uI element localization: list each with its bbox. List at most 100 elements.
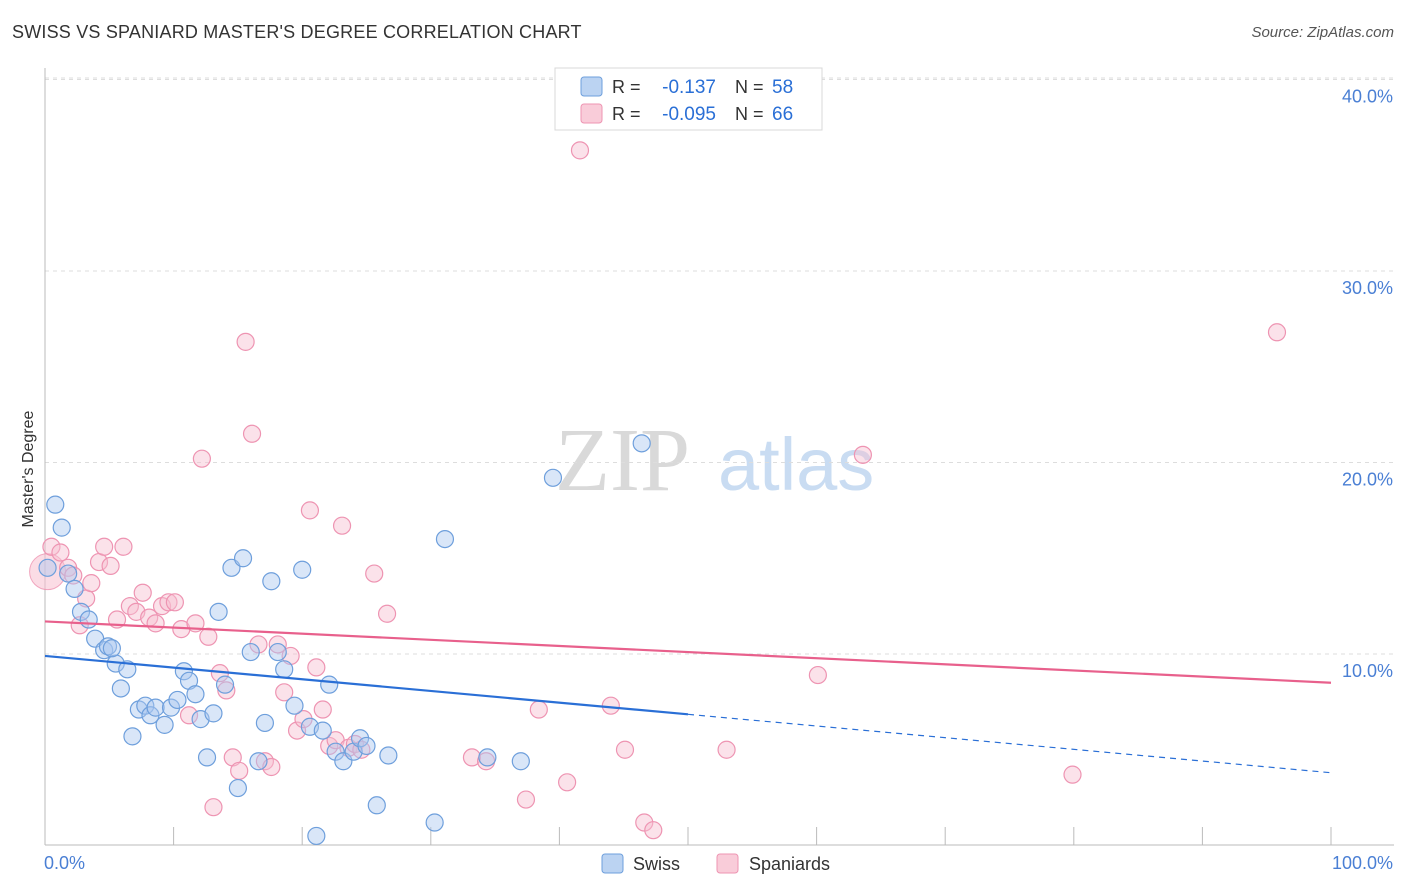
watermark-atlas: atlas — [718, 423, 874, 506]
swiss-point — [357, 736, 376, 756]
spaniards-point — [558, 773, 577, 792]
spaniards-point — [1063, 765, 1082, 784]
spaniards-point — [199, 627, 218, 646]
swiss-trend-line — [44, 654, 689, 716]
swiss-point — [38, 558, 57, 577]
swiss-point — [255, 713, 275, 733]
spaniards-point — [133, 583, 152, 602]
y-tick-label: 30.0% — [1342, 278, 1393, 298]
y-tick-label: 20.0% — [1342, 470, 1393, 490]
swiss-point — [186, 685, 205, 704]
legend-swatch-spaniards — [580, 103, 603, 124]
legend-r-value: -0.137 — [662, 77, 716, 98]
spaniards-trend-line — [44, 620, 1332, 684]
spaniards-point — [313, 700, 332, 719]
swiss-point — [543, 468, 563, 487]
swiss-point — [632, 434, 651, 453]
legend-label-spaniards: Spaniards — [749, 854, 830, 874]
swiss-point — [425, 813, 444, 832]
swiss-point — [313, 721, 332, 740]
spaniards-point — [42, 537, 61, 556]
spaniards-point — [204, 798, 223, 817]
swiss-point — [118, 660, 137, 679]
spaniards-point — [516, 790, 536, 809]
legend-r-label: R = — [612, 104, 641, 124]
swiss-point — [215, 675, 235, 694]
legend-n-value: 66 — [772, 104, 793, 125]
spaniards-point — [249, 635, 268, 654]
spaniards-point — [644, 821, 663, 840]
swiss-point — [123, 727, 142, 746]
swiss-point — [71, 602, 91, 621]
swiss-point — [233, 549, 253, 568]
spaniards-point — [365, 564, 384, 583]
swiss-point — [268, 642, 287, 662]
swiss-point — [65, 579, 84, 598]
swiss-point — [326, 742, 345, 761]
legend-r-label: R = — [612, 77, 641, 97]
swiss-point — [478, 748, 497, 767]
swiss-point — [241, 642, 260, 662]
legend-swatch-swiss — [580, 76, 603, 97]
spaniards-point — [159, 593, 178, 612]
spaniards-point — [615, 740, 635, 759]
spaniards-point — [242, 424, 262, 443]
spaniards-point — [114, 537, 133, 556]
swiss-point — [367, 796, 386, 815]
swiss-point — [262, 572, 281, 591]
swiss-point — [435, 529, 455, 549]
spaniards-point — [570, 141, 590, 160]
swiss-point — [52, 518, 71, 537]
legend-label-swiss: Swiss — [633, 854, 680, 874]
swiss-point — [249, 752, 268, 771]
spaniards-point — [307, 658, 326, 677]
spaniards-point — [101, 556, 120, 576]
spaniards-point — [146, 614, 165, 633]
swiss-point — [285, 696, 304, 715]
spaniards-point — [1267, 323, 1287, 342]
swiss-point — [174, 662, 193, 681]
swiss-point — [209, 602, 228, 621]
swiss-point — [275, 660, 294, 679]
swiss-trend-line-extension — [687, 713, 1332, 774]
legend-swatch-spaniards — [716, 853, 739, 874]
spaniards-point — [300, 501, 320, 520]
spaniards-point — [377, 604, 397, 623]
swiss-point — [146, 698, 165, 717]
chart-title: SWISS VS SPANIARD MASTER'S DEGREE CORREL… — [12, 22, 582, 42]
spaniards-point — [165, 593, 184, 612]
spaniards-point — [192, 449, 211, 468]
swiss-point — [168, 690, 187, 710]
spaniards-point — [230, 761, 249, 780]
swiss-point — [228, 778, 247, 798]
legend-r-value: -0.095 — [662, 104, 716, 125]
spaniards-point — [529, 700, 548, 719]
spaniards-point — [51, 543, 70, 562]
series-legend: Swiss Spaniards — [601, 853, 830, 874]
swiss-point — [79, 610, 98, 629]
swiss-point — [204, 704, 223, 723]
watermark-zip: ZIP — [555, 411, 690, 510]
swiss-point — [379, 746, 398, 765]
spaniards-point — [853, 445, 872, 464]
spaniards-point — [217, 681, 236, 700]
swiss-point — [293, 560, 312, 579]
spaniards-point — [332, 516, 352, 535]
x-tick-label: 0.0% — [44, 853, 85, 873]
swiss-point — [46, 495, 65, 514]
legend-n-label: N = — [735, 104, 764, 124]
swiss-point — [511, 752, 530, 771]
swiss-point — [320, 675, 339, 694]
spaniards-point — [95, 537, 114, 556]
spaniards-point — [82, 574, 101, 593]
swiss-point — [307, 826, 326, 846]
spaniards-point — [268, 635, 287, 654]
swiss-point — [59, 564, 78, 583]
spaniards-point — [275, 683, 294, 702]
spaniards-point — [236, 332, 255, 351]
correlation-legend: R = -0.137 N = 58 R = -0.095 N = 66 — [554, 67, 823, 131]
source-label: Source: ZipAtlas.com — [1251, 24, 1394, 41]
spaniards-point — [462, 748, 482, 767]
swiss-point — [111, 679, 130, 698]
